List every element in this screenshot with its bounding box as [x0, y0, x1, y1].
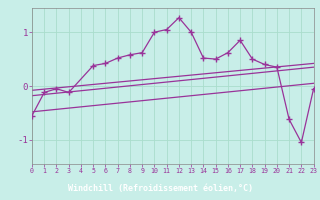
Text: Windchill (Refroidissement éolien,°C): Windchill (Refroidissement éolien,°C) [68, 184, 252, 193]
